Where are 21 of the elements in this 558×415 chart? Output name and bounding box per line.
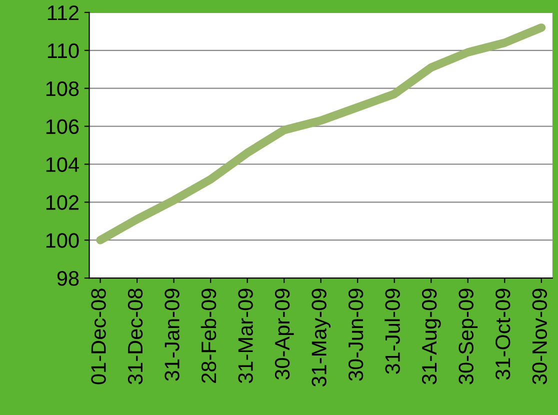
x-tick-label: 28-Feb-09 [200, 288, 216, 383]
x-tick-label: 31-Dec-08 [128, 288, 143, 384]
x-tick-label: 31-Jul-09 [384, 288, 400, 374]
x-tick-label: 31-May-09 [312, 288, 331, 387]
y-tick-label: 106 [46, 119, 79, 134]
y-tick-label: 104 [46, 157, 79, 172]
y-tick-label: 110 [48, 43, 79, 58]
x-tick-label: 30-Sep-09 [458, 288, 478, 384]
y-tick-label: 112 [48, 5, 79, 20]
y-tick-label: 102 [46, 195, 79, 210]
x-tick-label: 31-Oct-09 [495, 288, 510, 380]
x-tick-label: 31-Aug-09 [422, 288, 441, 384]
x-tick-label: 31-Mar-09 [238, 288, 253, 384]
x-tick-label: 01-Dec-08 [91, 288, 106, 384]
y-tick-label: 100 [46, 233, 79, 248]
x-tick-label: 30-Nov-09 [532, 288, 547, 384]
x-tick-label: 30-Jun-09 [348, 288, 364, 381]
y-tick-label: 108 [46, 81, 79, 96]
x-tick-label: 30-Apr-09 [274, 288, 294, 380]
x-tick-label: 31-Jan-09 [164, 288, 180, 381]
y-tick-label: 98 [57, 271, 79, 286]
